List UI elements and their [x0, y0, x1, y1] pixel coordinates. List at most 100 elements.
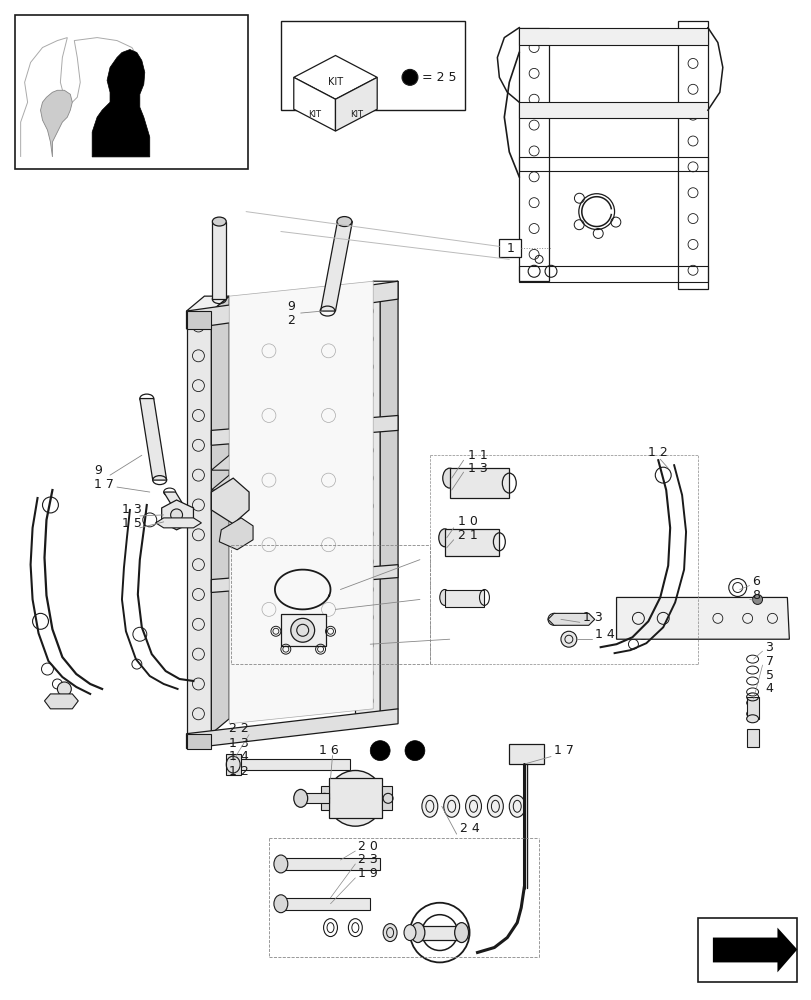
- Polygon shape: [226, 754, 241, 775]
- Ellipse shape: [508, 795, 525, 817]
- Text: 1 2: 1 2: [647, 446, 667, 459]
- Text: 2 2: 2 2: [229, 722, 249, 735]
- Text: = 2 5: = 2 5: [422, 71, 456, 84]
- Polygon shape: [281, 898, 370, 910]
- Ellipse shape: [294, 789, 307, 807]
- Polygon shape: [219, 518, 253, 550]
- Text: 1 3: 1 3: [582, 611, 602, 624]
- Polygon shape: [547, 613, 594, 625]
- Polygon shape: [320, 222, 352, 311]
- Polygon shape: [419, 926, 459, 940]
- Text: 2 4: 2 4: [459, 822, 478, 835]
- Text: KIT: KIT: [307, 110, 320, 119]
- Ellipse shape: [410, 923, 424, 943]
- Ellipse shape: [348, 919, 362, 937]
- Bar: [677, 21, 707, 289]
- Polygon shape: [335, 77, 377, 131]
- Text: 3: 3: [765, 641, 772, 654]
- Ellipse shape: [422, 795, 437, 817]
- Text: 1 1: 1 1: [467, 449, 487, 462]
- Bar: [518, 102, 707, 118]
- Ellipse shape: [404, 925, 415, 941]
- Polygon shape: [231, 759, 350, 770]
- Text: 5: 5: [765, 669, 773, 682]
- Polygon shape: [187, 296, 229, 311]
- Bar: [499, 239, 521, 257]
- Ellipse shape: [438, 529, 450, 547]
- Ellipse shape: [465, 795, 481, 817]
- Text: 1 3: 1 3: [229, 737, 249, 750]
- Text: KIT: KIT: [328, 77, 342, 87]
- Ellipse shape: [442, 468, 456, 488]
- Circle shape: [728, 579, 746, 596]
- Polygon shape: [164, 492, 187, 510]
- Ellipse shape: [212, 217, 226, 226]
- Polygon shape: [355, 296, 380, 724]
- Ellipse shape: [454, 923, 468, 943]
- Circle shape: [422, 915, 457, 950]
- Ellipse shape: [487, 795, 503, 817]
- Bar: [281, 614, 325, 646]
- Ellipse shape: [383, 924, 397, 942]
- Polygon shape: [449, 468, 508, 498]
- Polygon shape: [211, 296, 229, 734]
- Polygon shape: [746, 729, 757, 747]
- Text: 2 3: 2 3: [358, 853, 378, 866]
- Circle shape: [752, 594, 762, 604]
- Polygon shape: [355, 281, 397, 296]
- Polygon shape: [320, 786, 328, 810]
- Polygon shape: [212, 222, 226, 299]
- Polygon shape: [211, 415, 397, 445]
- Text: 1 0: 1 0: [457, 515, 477, 528]
- Text: 1 3: 1 3: [467, 462, 487, 475]
- Ellipse shape: [323, 919, 337, 937]
- Polygon shape: [41, 90, 72, 157]
- Polygon shape: [156, 518, 201, 528]
- Polygon shape: [139, 399, 166, 480]
- Polygon shape: [444, 589, 484, 607]
- Bar: [15, 15, 248, 169]
- Polygon shape: [382, 786, 392, 810]
- Polygon shape: [187, 281, 397, 329]
- Polygon shape: [380, 281, 397, 724]
- Polygon shape: [211, 475, 246, 490]
- Circle shape: [405, 741, 424, 761]
- Text: 2 1: 2 1: [457, 529, 477, 542]
- Text: 8: 8: [752, 589, 760, 602]
- Polygon shape: [328, 778, 382, 818]
- Polygon shape: [746, 697, 757, 719]
- Polygon shape: [616, 597, 788, 639]
- Text: 1 3: 1 3: [122, 503, 142, 516]
- Circle shape: [58, 682, 71, 696]
- Polygon shape: [518, 28, 707, 45]
- Bar: [518, 266, 707, 282]
- Polygon shape: [211, 478, 249, 524]
- Bar: [697, 918, 796, 982]
- Polygon shape: [294, 77, 335, 131]
- Bar: [281, 21, 464, 110]
- Bar: [518, 28, 548, 281]
- Text: 1 4: 1 4: [229, 750, 249, 763]
- Polygon shape: [45, 694, 78, 709]
- Polygon shape: [187, 709, 397, 749]
- Text: 1 7: 1 7: [94, 478, 114, 491]
- Text: 1 9: 1 9: [358, 867, 378, 880]
- Text: 1 6: 1 6: [318, 744, 338, 757]
- Circle shape: [170, 509, 182, 521]
- Text: 1 7: 1 7: [553, 744, 573, 757]
- Polygon shape: [300, 793, 328, 803]
- Ellipse shape: [337, 217, 351, 227]
- Polygon shape: [444, 529, 499, 556]
- Polygon shape: [294, 55, 377, 99]
- Circle shape: [327, 770, 383, 826]
- Bar: [518, 157, 707, 171]
- Text: 6: 6: [752, 575, 760, 588]
- Circle shape: [340, 783, 370, 813]
- Polygon shape: [187, 734, 211, 749]
- Polygon shape: [281, 858, 380, 870]
- Text: 1 4: 1 4: [594, 628, 614, 641]
- Text: 9: 9: [94, 464, 102, 477]
- Text: 2: 2: [286, 314, 294, 328]
- Text: 7: 7: [765, 655, 773, 668]
- Text: 1 5: 1 5: [122, 517, 142, 530]
